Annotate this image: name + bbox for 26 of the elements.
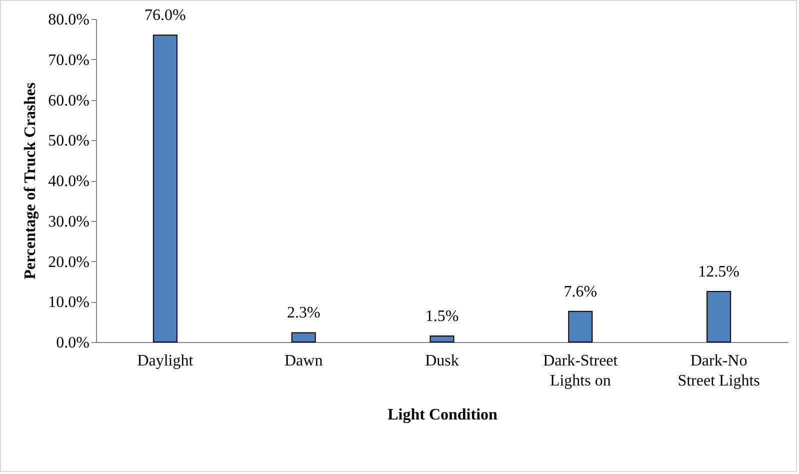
y-tick-label: 10.0% bbox=[48, 294, 90, 312]
data-label: 1.5% bbox=[425, 308, 459, 325]
bar bbox=[706, 291, 732, 342]
x-axis-title: Light Condition bbox=[388, 406, 498, 424]
y-tick-label: 70.0% bbox=[48, 52, 90, 69]
y-tick-label: 30.0% bbox=[48, 213, 90, 230]
bar bbox=[430, 335, 454, 342]
y-tick-label: 20.0% bbox=[48, 254, 90, 271]
x-tick-label: Dark-No Street Lights bbox=[678, 352, 760, 390]
data-label: 7.6% bbox=[564, 283, 598, 300]
bar bbox=[568, 310, 593, 342]
y-axis-title: Percentage of Truck Crashes bbox=[22, 82, 40, 280]
bar bbox=[291, 332, 316, 342]
data-label: 12.5% bbox=[698, 264, 740, 281]
y-tick-label: 80.0% bbox=[48, 12, 90, 28]
x-tick-label: Dark-Street Lights on bbox=[543, 352, 618, 390]
y-tick-label: 60.0% bbox=[48, 92, 90, 110]
data-label: 2.3% bbox=[286, 304, 320, 322]
x-tick-label: Dawn bbox=[284, 352, 323, 370]
data-label: 76.0% bbox=[144, 7, 186, 24]
bar bbox=[152, 34, 178, 342]
y-tick-label: 50.0% bbox=[48, 132, 90, 150]
x-tick-label: Dusk bbox=[425, 352, 459, 370]
y-tick-label: 0.0% bbox=[56, 334, 90, 352]
y-tick-label: 40.0% bbox=[48, 173, 90, 190]
x-tick-label: Daylight bbox=[137, 352, 194, 370]
